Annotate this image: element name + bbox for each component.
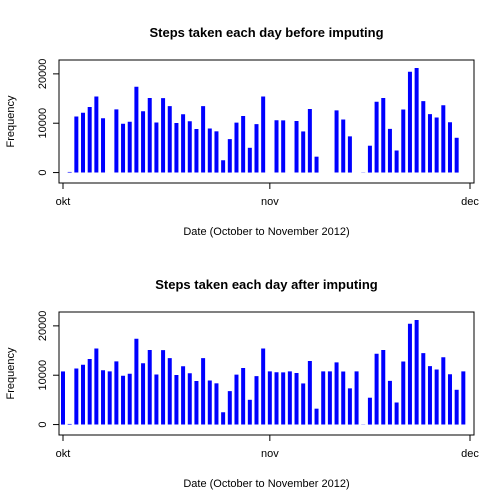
y-tick-label: 20000 [37,311,49,342]
x-axis-label: Date (October to November 2012) [183,226,349,238]
x-tick-label: okt [56,196,71,208]
y-axis-label: Frequency [5,347,17,399]
x-tick-label: dec [461,448,479,460]
y-tick-label: 0 [37,421,49,427]
y-tick-label: 10000 [37,108,49,139]
y-axis-label: Frequency [5,95,17,147]
x-axis-label: Date (October to November 2012) [183,478,349,490]
x-tick-label: okt [56,448,71,460]
bar-series [61,319,466,425]
x-tick-label: dec [461,196,479,208]
chart-title: Steps taken each day after imputing [155,277,378,292]
y-tick-label: 20000 [37,59,49,90]
x-tick-label: nov [261,196,279,208]
chart-panel-1: Steps taken each day before imputing 0 100… [5,25,479,238]
y-tick-label: 10000 [37,360,49,391]
y-axis: 0 10000 20000 [37,59,60,176]
x-axis: okt nov dec [56,183,479,208]
y-tick-label: 0 [37,169,49,175]
bar-series [67,67,459,173]
x-axis: okt nov dec [56,435,479,460]
y-axis: 0 10000 20000 [37,311,60,428]
x-tick-label: nov [261,448,279,460]
chart-panel-2: Steps taken each day after imputing 0 1000… [5,277,479,490]
chart-title: Steps taken each day before imputing [149,25,383,40]
